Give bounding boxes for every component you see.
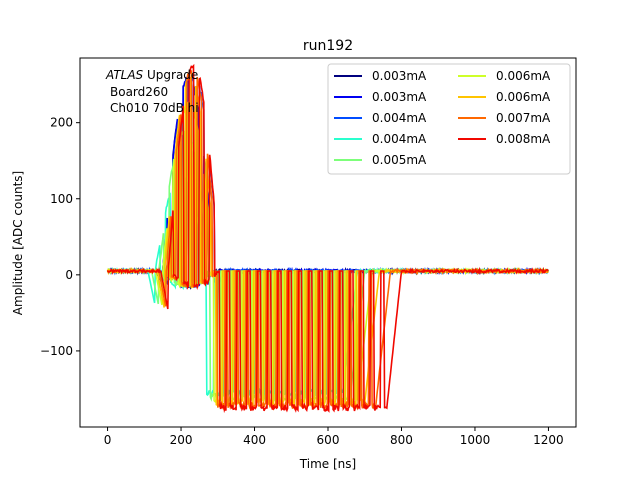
x-tick-label: 400 <box>243 433 266 447</box>
x-tick-label: 1200 <box>533 433 564 447</box>
y-tick-label: 200 <box>50 116 73 130</box>
legend-label: 0.008mA <box>496 132 551 146</box>
legend-label: 0.004mA <box>372 111 427 125</box>
legend-label: 0.005mA <box>372 153 427 167</box>
legend-label: 0.003mA <box>372 90 427 104</box>
x-tick-label: 200 <box>170 433 193 447</box>
chart-title: run192 <box>303 38 353 54</box>
plot-lines <box>106 63 550 414</box>
legend-label: 0.006mA <box>496 90 551 104</box>
legend: 0.003mA 0.003mA 0.004mA 0.004mA 0.005mA 0.006… <box>327 63 571 175</box>
x-tick-label: 1000 <box>460 433 491 447</box>
legend-label: 0.003mA <box>372 69 427 83</box>
y-axis-label: Amplitude [ADC counts] <box>11 171 25 315</box>
legend-label: 0.007mA <box>496 111 551 125</box>
legend-box <box>327 63 571 175</box>
legend-label: 0.006mA <box>496 69 551 83</box>
y-axis-ticks: −100 0 100 200 <box>40 116 80 358</box>
annotation-line-1: ATLAS Upgrade <box>105 68 198 82</box>
annotation-line-2: Board260 <box>110 85 168 99</box>
x-tick-label: 0 <box>104 433 112 447</box>
y-tick-label: −100 <box>40 344 73 358</box>
x-axis-ticks: 0 200 400 600 800 1000 1200 <box>104 427 564 447</box>
y-tick-label: 0 <box>65 268 73 282</box>
y-tick-label: 100 <box>50 192 73 206</box>
series-line <box>106 63 549 414</box>
annotation-atlas-italic: ATLAS <box>105 68 144 82</box>
x-axis-label: Time [ns] <box>299 457 356 471</box>
annotation-upgrade: Upgrade <box>143 68 198 82</box>
legend-entries: 0.003mA 0.003mA 0.004mA 0.004mA 0.005mA 0.006… <box>334 69 551 167</box>
legend-label: 0.004mA <box>372 132 427 146</box>
x-tick-label: 800 <box>390 433 413 447</box>
annotation-line-3: Ch010 70dB hi <box>110 101 199 115</box>
x-tick-label: 600 <box>317 433 340 447</box>
atlas-annotation: ATLAS Upgrade Board260 Ch010 70dB hi <box>105 68 199 115</box>
